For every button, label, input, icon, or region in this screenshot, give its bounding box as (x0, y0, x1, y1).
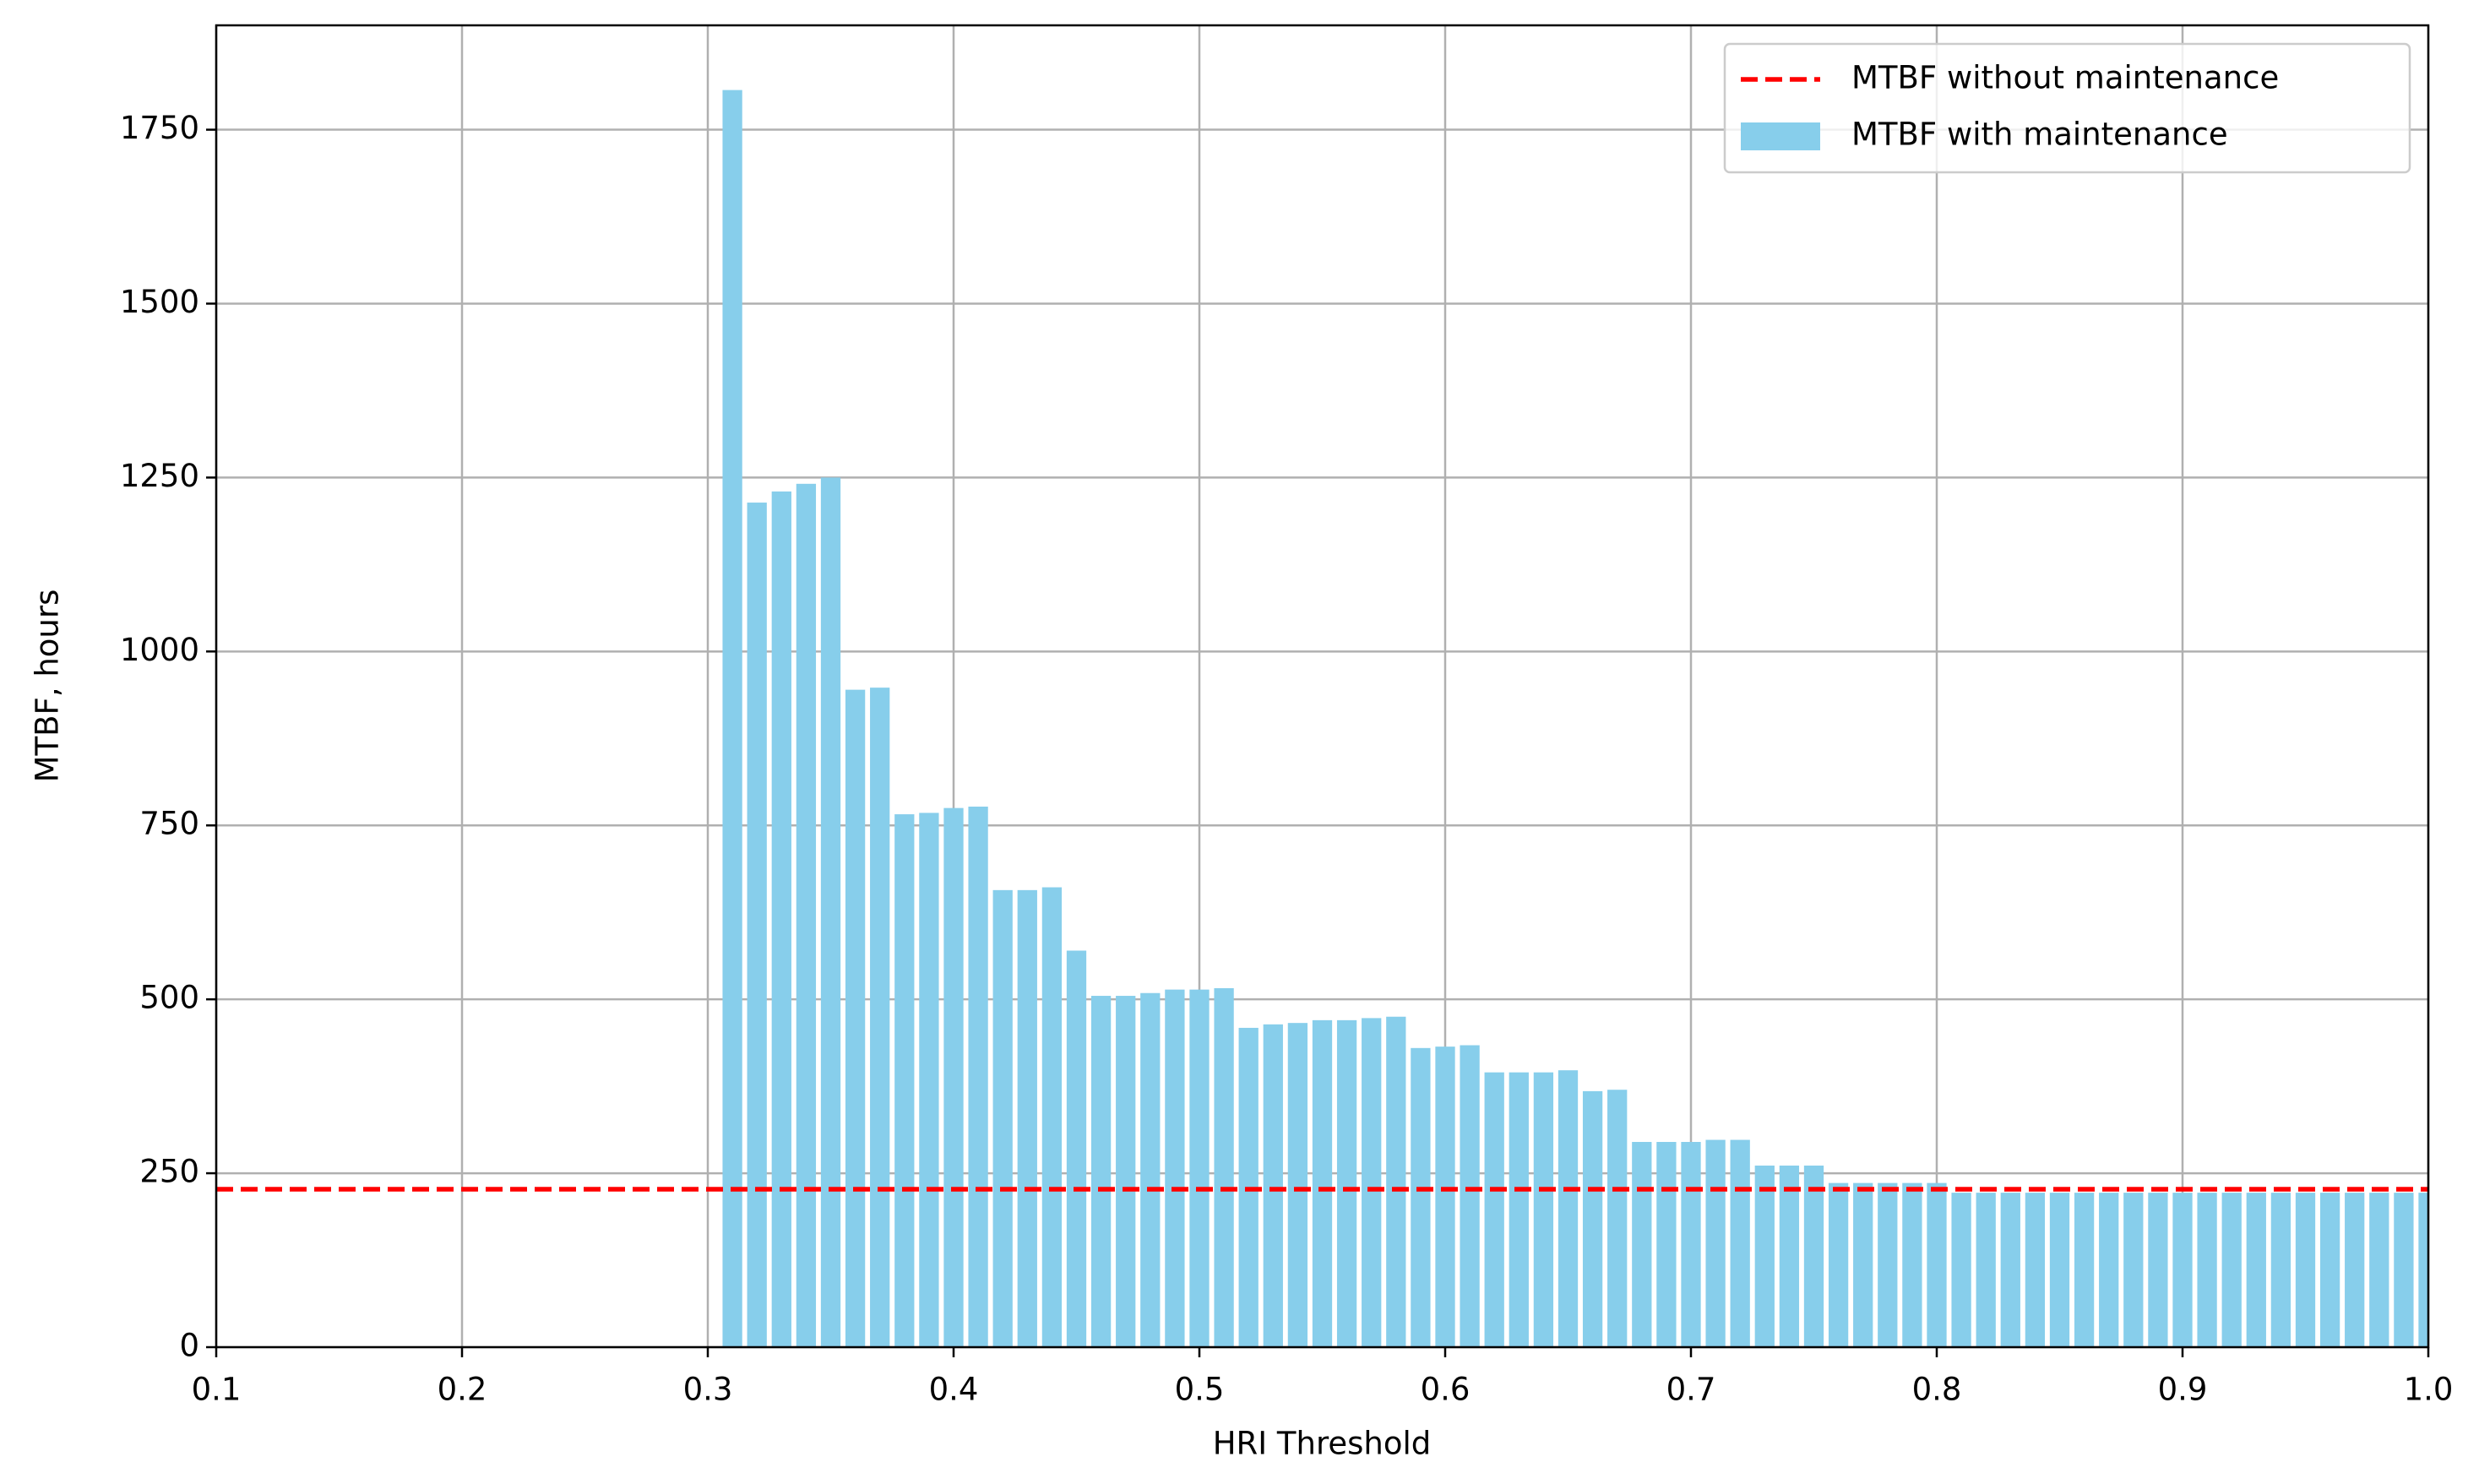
x-axis-label: HRI Threshold (1213, 1426, 1432, 1462)
bar (1902, 1182, 1922, 1347)
x-tick-label: 0.5 (1175, 1372, 1225, 1408)
bar (2369, 1193, 2389, 1347)
y-tick-label: 500 (139, 980, 199, 1016)
bar (796, 483, 817, 1347)
bar (1607, 1090, 1628, 1347)
bar (2246, 1193, 2266, 1347)
y-tick-label: 0 (179, 1328, 199, 1364)
bar (1386, 1016, 1406, 1347)
bar (2394, 1193, 2414, 1347)
x-tick-label: 0.3 (683, 1372, 733, 1408)
bar (992, 889, 1013, 1347)
bar (1705, 1139, 1726, 1347)
bar (2074, 1193, 2095, 1347)
bar (1951, 1193, 1971, 1347)
x-tick-label: 0.2 (438, 1372, 487, 1408)
bar (2148, 1193, 2168, 1347)
bar (2319, 1193, 2340, 1347)
y-axis-label: MTBF, hours (30, 590, 66, 783)
bar (2221, 1193, 2242, 1347)
bar (820, 477, 841, 1347)
bar (894, 814, 915, 1347)
bar (870, 688, 890, 1347)
legend-box (1723, 42, 2411, 174)
bar (1779, 1166, 1800, 1347)
x-tick-label: 0.8 (1912, 1372, 1962, 1408)
bar (1681, 1142, 1701, 1347)
bar (1189, 989, 1210, 1347)
bar (2025, 1193, 2046, 1347)
plot-frame (215, 24, 2430, 1349)
x-tick-label: 0.6 (1421, 1372, 1471, 1408)
bar (2418, 1193, 2428, 1347)
bar (1656, 1142, 1677, 1347)
bar (1803, 1166, 1824, 1347)
bar (1853, 1182, 1873, 1347)
bar (1509, 1072, 1529, 1347)
x-tick-label: 1.0 (2404, 1372, 2454, 1408)
bar (1287, 1023, 1308, 1347)
bar (1090, 996, 1112, 1347)
bar (1017, 889, 1037, 1347)
y-tick-label: 1750 (120, 110, 199, 146)
bar (747, 503, 767, 1347)
y-tick-label: 1500 (120, 284, 199, 320)
bar (1632, 1142, 1652, 1347)
bar (1533, 1072, 1554, 1347)
bar (1336, 1019, 1357, 1347)
bar (919, 813, 939, 1347)
x-tick-label: 0.1 (192, 1372, 242, 1408)
x-tick-label: 0.9 (2158, 1372, 2208, 1408)
bar (1484, 1072, 1504, 1347)
bar (2123, 1193, 2144, 1347)
x-tick-label: 0.4 (929, 1372, 979, 1408)
bar (2295, 1193, 2316, 1347)
bar (1754, 1166, 1775, 1347)
y-tick-label: 250 (139, 1154, 199, 1190)
bar (1411, 1047, 1431, 1347)
bar (1066, 950, 1087, 1347)
bar (2172, 1193, 2193, 1347)
bar (2099, 1193, 2119, 1347)
bar (1165, 989, 1185, 1347)
legend-label: MTBF without maintenance (1851, 60, 2279, 96)
bar (968, 806, 988, 1347)
legend-bar-handle (1741, 122, 1820, 150)
bar (1140, 992, 1161, 1347)
bar (1730, 1139, 1750, 1347)
bar (2270, 1193, 2291, 1347)
bar (1312, 1019, 1333, 1347)
legend-label: MTBF with maintenance (1851, 117, 2228, 153)
bar (2049, 1193, 2070, 1347)
bar (1558, 1070, 1579, 1347)
y-tick-label: 1000 (120, 632, 199, 668)
bar (2197, 1193, 2217, 1347)
bar (1927, 1182, 1947, 1347)
bar (943, 807, 964, 1347)
bar (1582, 1090, 1603, 1347)
bar (1878, 1182, 1898, 1347)
bar (2000, 1193, 2020, 1347)
bar (1362, 1018, 1382, 1347)
y-tick-label: 750 (139, 806, 199, 842)
bar (1460, 1045, 1480, 1347)
bar (1214, 987, 1234, 1347)
bar (1435, 1046, 1455, 1347)
bar (845, 689, 866, 1347)
bar (2345, 1193, 2365, 1347)
bar (722, 90, 742, 1347)
bar (1116, 996, 1136, 1347)
bar (771, 491, 791, 1347)
x-tick-label: 0.7 (1666, 1372, 1716, 1408)
bar (1828, 1182, 1849, 1347)
y-tick-label: 1250 (120, 458, 199, 494)
bar (1041, 887, 1063, 1347)
bar (1263, 1024, 1283, 1347)
bar (1976, 1193, 1996, 1347)
